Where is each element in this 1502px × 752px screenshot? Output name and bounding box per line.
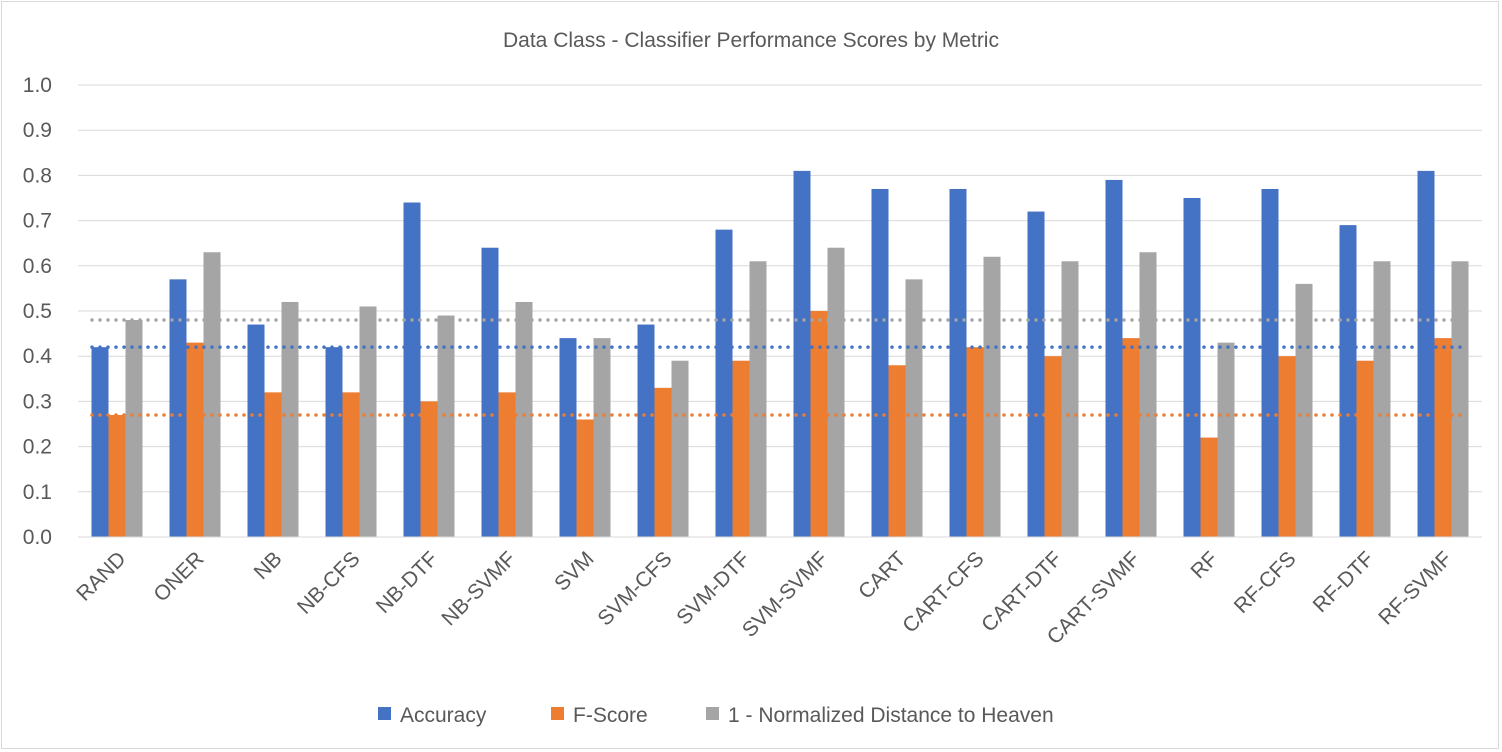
bar — [108, 414, 126, 537]
y-tick-label: 1.0 — [23, 74, 52, 97]
x-tick-label: ONER — [149, 547, 208, 606]
bar — [1122, 338, 1140, 537]
x-tick-label: NB — [250, 547, 287, 584]
bar — [888, 365, 906, 537]
bar — [1295, 283, 1313, 537]
y-tick-label: 0.9 — [23, 119, 52, 142]
bar — [966, 347, 984, 537]
y-tick-label: 0.5 — [23, 300, 52, 323]
x-tick-label: CART-CFS — [898, 547, 988, 637]
bar — [281, 301, 299, 537]
bar — [91, 347, 109, 537]
bar — [905, 279, 923, 537]
x-tick-label: SVM — [550, 547, 598, 595]
bar — [871, 188, 889, 537]
x-tick-label: RF-SVMF — [1374, 547, 1456, 629]
x-tick-label: RF-DTF — [1309, 547, 1379, 617]
bar — [1434, 338, 1452, 537]
x-tick-label: RAND — [72, 547, 130, 605]
bar — [593, 338, 611, 537]
bar — [1200, 437, 1218, 537]
bar — [247, 324, 265, 537]
bar — [420, 401, 438, 537]
bar — [1356, 360, 1374, 537]
bar — [186, 342, 204, 537]
reference-lines — [90, 318, 1470, 417]
bar — [481, 247, 499, 537]
bar — [949, 188, 967, 537]
bar — [559, 338, 577, 537]
bar — [827, 247, 845, 537]
x-tick-label: RF — [1186, 547, 1222, 583]
bar — [125, 320, 143, 537]
bar — [1217, 342, 1235, 537]
y-tick-label: 0.1 — [23, 481, 52, 504]
bar — [1061, 261, 1079, 537]
y-tick-label: 0.7 — [23, 210, 52, 233]
y-tick-label: 0.6 — [23, 255, 52, 278]
bar — [325, 347, 343, 537]
bar — [359, 306, 377, 537]
x-tick-label: CART — [854, 547, 911, 604]
legend-swatch — [706, 707, 719, 720]
bar — [342, 392, 360, 537]
legend: Accuracy F-Score 1 - Normalized Distance t… — [378, 704, 1054, 727]
bar — [403, 202, 421, 537]
bar — [437, 315, 455, 537]
bar — [983, 256, 1001, 537]
bars — [78, 170, 1482, 538]
bar — [1278, 356, 1296, 537]
x-tick-label: NB-DTF — [372, 547, 443, 618]
bar — [732, 360, 750, 537]
bar — [1027, 211, 1045, 537]
bar — [1373, 261, 1391, 537]
bar — [671, 360, 689, 537]
x-tick-label: SVM-DTF — [672, 547, 754, 629]
bar — [169, 279, 187, 537]
y-tick-label: 0.3 — [23, 390, 52, 413]
bar — [793, 170, 811, 537]
y-axis-ticks: 0.0 0.1 0.2 0.3 0.4 0.5 0.6 0.7 0.8 0.9 1.0 — [23, 74, 53, 549]
x-tick-label: RF-CFS — [1230, 547, 1301, 618]
x-tick-label: NB-SVMF — [437, 547, 520, 630]
legend-label: Accuracy — [400, 704, 487, 727]
legend-label: 1 - Normalized Distance to Heaven — [728, 704, 1054, 727]
y-tick-label: 0.2 — [23, 436, 52, 459]
bar — [654, 387, 672, 537]
x-tick-label: SVM-CFS — [593, 547, 676, 630]
legend-label: F-Score — [573, 704, 648, 727]
bar — [749, 261, 767, 537]
y-tick-label: 0.0 — [23, 526, 52, 549]
bar — [715, 229, 733, 537]
bar — [576, 419, 594, 537]
legend-swatch — [551, 707, 564, 720]
bar — [1183, 198, 1201, 537]
bar — [264, 392, 282, 537]
bar — [1451, 261, 1469, 537]
bar — [203, 252, 221, 538]
bar — [1105, 179, 1123, 538]
x-tick-label: NB-CFS — [293, 547, 365, 619]
bar — [1044, 356, 1062, 537]
bar — [1139, 252, 1157, 538]
chart-title: Data Class - Classifier Performance Scor… — [503, 29, 999, 52]
bar — [515, 301, 533, 537]
bar — [1417, 170, 1435, 537]
bar — [637, 324, 655, 537]
bar — [498, 392, 516, 537]
bar — [1261, 188, 1279, 537]
legend-swatch — [378, 707, 391, 720]
y-tick-label: 0.8 — [23, 164, 52, 187]
bar — [1339, 225, 1357, 537]
y-tick-label: 0.4 — [23, 345, 53, 368]
bar — [810, 311, 828, 537]
